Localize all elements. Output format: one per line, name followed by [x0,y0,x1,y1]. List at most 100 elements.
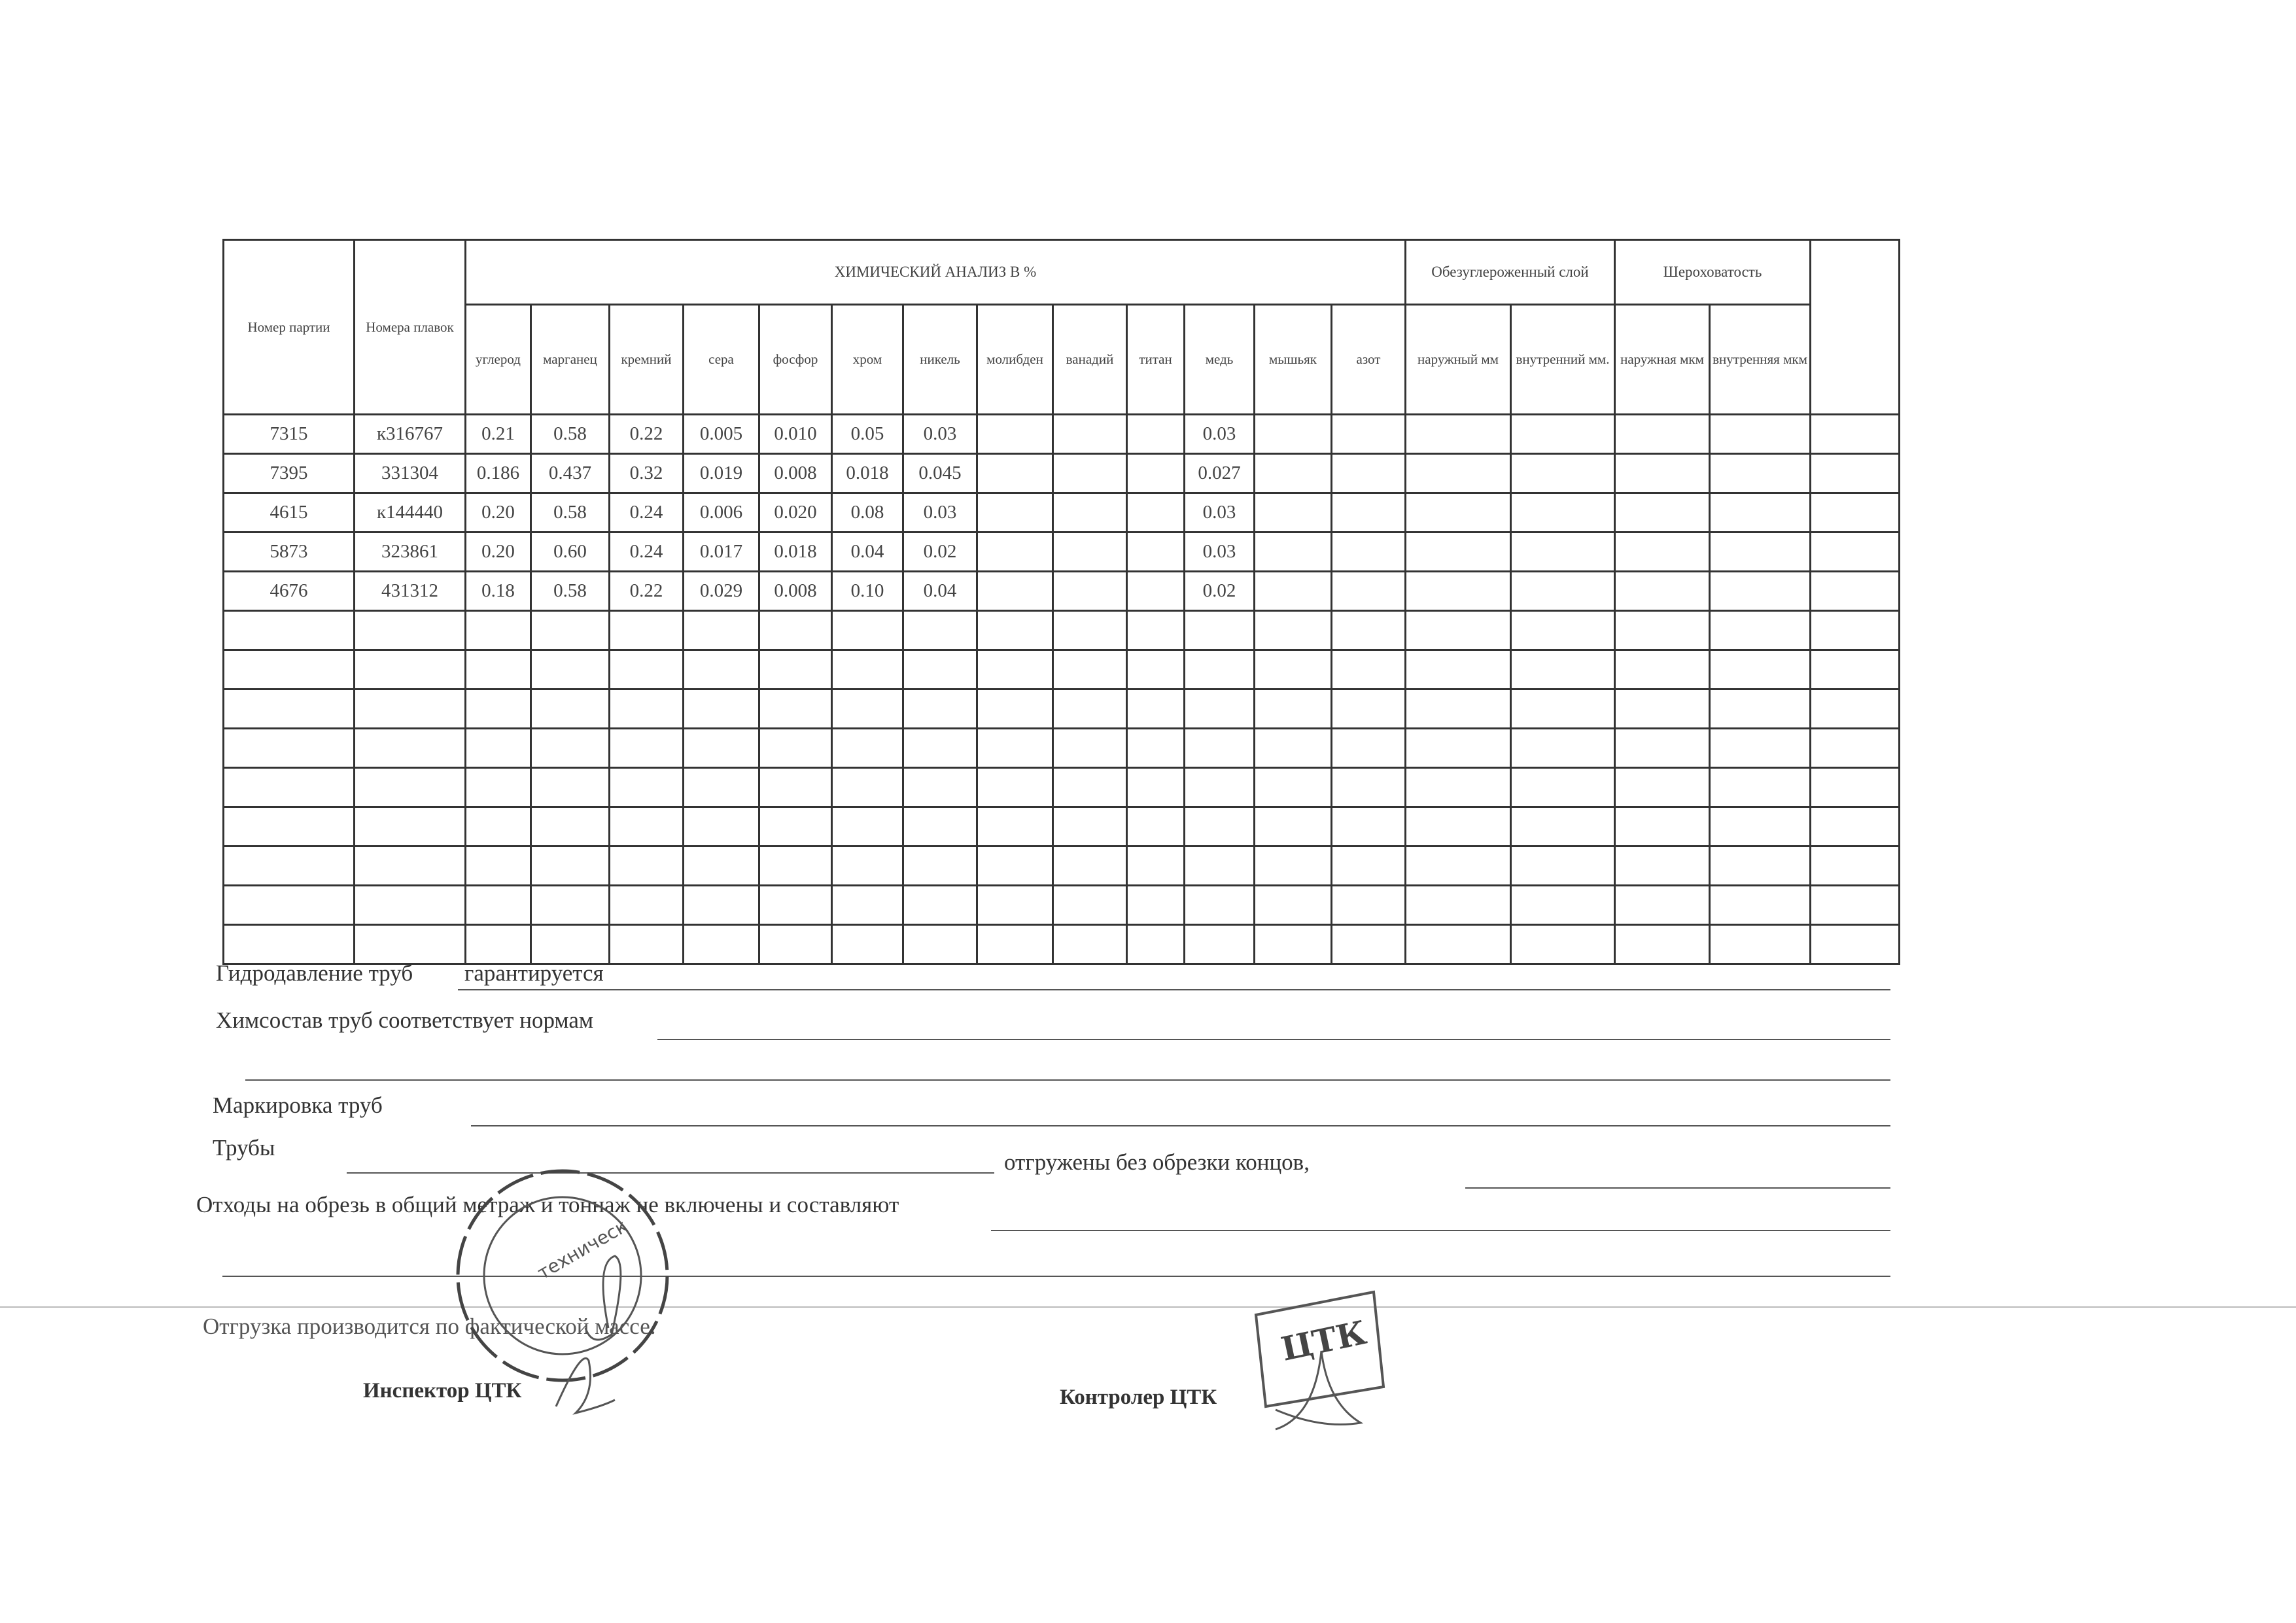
empty-cell [1331,845,1406,886]
chem-underline-2 [245,1079,1890,1081]
cell-cu: 0.03 [1183,531,1255,572]
cell-c: 0.20 [464,492,532,533]
header-element: кремний [608,304,684,415]
header-element: марганец [530,304,610,415]
empty-cell [1510,492,1616,533]
waste-underline-2 [222,1276,1890,1277]
empty-cell [353,767,466,808]
empty-cell [608,649,684,690]
cell-ni: 0.03 [902,413,978,455]
empty-cell [1614,767,1711,808]
chemical-analysis-table: Номер партии Номера плавок ХИМИЧЕСКИЙ АН… [222,239,1900,965]
empty-cell [682,806,760,847]
table-row [222,688,1900,729]
empty-cell [1809,570,1900,612]
cell-batch: 5873 [222,531,355,572]
table-row [222,806,1900,847]
header-decarb: внутренний мм. [1510,304,1616,415]
empty-cell [1253,924,1332,965]
empty-cell [831,767,904,808]
empty-cell [831,610,904,651]
empty-cell [1183,806,1255,847]
empty-cell [530,767,610,808]
table-row [222,649,1900,690]
empty-cell [976,688,1054,729]
header-roughness: внутренняя мкм [1709,304,1811,415]
empty-cell [1510,845,1616,886]
empty-cell [353,806,466,847]
cell-heat: 331304 [353,453,466,494]
empty-cell [1052,727,1128,769]
empty-cell [1510,767,1616,808]
empty-cell [682,767,760,808]
empty-cell [1126,845,1185,886]
empty-cell [1404,453,1512,494]
table-row: 4676 431312 0.18 0.58 0.22 0.029 0.008 0.10 0.04… [222,570,1900,612]
empty-cell [464,884,532,926]
empty-cell [976,649,1054,690]
empty-cell [1052,570,1128,612]
cell-mn: 0.58 [530,492,610,533]
empty-cell [1126,649,1185,690]
empty-cell [1253,649,1332,690]
empty-cell [1510,453,1616,494]
empty-cell [1709,806,1811,847]
empty-cell [222,610,355,651]
cell-s: 0.029 [682,570,760,612]
empty-cell [608,727,684,769]
empty-cell [1709,570,1811,612]
empty-cell [222,924,355,965]
header-batch-no: Номер партии [222,239,355,415]
cell-si: 0.24 [608,531,684,572]
empty-cell [682,884,760,926]
empty-cell [608,884,684,926]
empty-cell [1126,531,1185,572]
hydro-label: Гидродавление труб [216,960,413,986]
empty-cell [1709,767,1811,808]
header-element: сера [682,304,760,415]
empty-cell [682,924,760,965]
cell-ni: 0.02 [902,531,978,572]
cell-heat: к316767 [353,413,466,455]
empty-cell [1052,453,1128,494]
svg-text:техническ: техническ [534,1215,631,1283]
empty-cell [353,845,466,886]
empty-cell [1809,688,1900,729]
hydro-value[interactable]: гарантируется [464,960,604,986]
empty-cell [758,767,833,808]
empty-cell [1614,492,1711,533]
empty-cell [530,845,610,886]
empty-cell [1253,413,1332,455]
empty-cell [1614,688,1711,729]
header-element: хром [831,304,904,415]
empty-cell [1709,727,1811,769]
empty-cell [758,924,833,965]
cell-cr: 0.05 [831,413,904,455]
empty-cell [976,531,1054,572]
header-roughness: наружная мкм [1614,304,1711,415]
table-row [222,610,1900,651]
empty-cell [1183,767,1255,808]
empty-cell [1809,413,1900,455]
header-element: титан [1126,304,1185,415]
empty-cell [1253,767,1332,808]
inspector-label: Инспектор ЦТК [363,1379,522,1403]
empty-cell [1126,453,1185,494]
empty-cell [464,727,532,769]
cell-cu: 0.03 [1183,413,1255,455]
cell-p: 0.010 [758,413,833,455]
empty-cell [1510,413,1616,455]
cell-cu: 0.027 [1183,453,1255,494]
marking-underline [471,1125,1890,1126]
empty-cell [1331,924,1406,965]
empty-cell [222,727,355,769]
shipped-label: отгружены без обрезки концов, [1004,1149,1310,1175]
empty-cell [464,845,532,886]
empty-cell [1253,492,1332,533]
empty-cell [1331,884,1406,926]
empty-cell [222,806,355,847]
cell-p: 0.008 [758,453,833,494]
cell-heat: 431312 [353,570,466,612]
empty-cell [976,610,1054,651]
empty-cell [1126,924,1185,965]
